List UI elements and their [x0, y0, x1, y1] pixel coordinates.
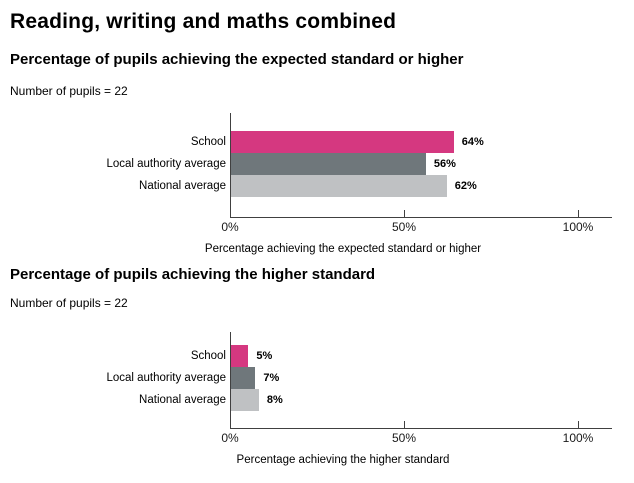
x-axis-label: Percentage achieving the higher standard	[236, 454, 450, 466]
axis-tick-label-0: 0%	[221, 220, 239, 234]
axis-tick-label-50: 50%	[391, 220, 417, 234]
page-title: Reading, writing and maths combined	[10, 10, 397, 33]
category-label-national-average: National average	[139, 394, 226, 406]
axis-tick-0	[230, 421, 231, 428]
axis-tick-50	[404, 421, 405, 428]
value-label-school: 5%	[256, 350, 273, 362]
x-axis-label: Percentage achieving the expected standa…	[204, 243, 482, 255]
bar-national-average	[231, 175, 447, 197]
bar-school	[231, 345, 249, 367]
bar-local-authority-average	[231, 367, 256, 389]
axis-tick-label-100: 100%	[562, 220, 594, 234]
bar-local-authority-average	[231, 153, 426, 175]
chart-title-higher-standard: Percentage of pupils achieving the highe…	[10, 266, 376, 283]
axis-tick-0	[230, 210, 231, 217]
axis-tick-50	[404, 210, 405, 217]
x-axis-line	[230, 428, 612, 429]
chart-title-expected-standard: Percentage of pupils achieving the expec…	[10, 51, 464, 68]
y-axis-line	[230, 332, 231, 428]
axis-tick-label-0: 0%	[221, 431, 239, 445]
axis-tick-100	[578, 210, 579, 217]
bar-national-average	[231, 389, 259, 411]
y-axis-line	[230, 113, 231, 217]
bar-school	[231, 131, 454, 153]
pupil-count-note-higher: Number of pupils = 22	[10, 296, 128, 310]
pupil-count-note-expected: Number of pupils = 22	[10, 84, 128, 98]
value-label-national-average: 62%	[454, 180, 477, 192]
category-label-local-authority-average: Local authority average	[106, 372, 226, 384]
category-label-school: School	[190, 136, 226, 148]
bar-chart-higher-standard: School 5% Local authority average 7% Nationa…	[0, 332, 634, 482]
category-label-local-authority-average: Local authority average	[106, 158, 226, 170]
value-label-national-average: 8%	[266, 394, 283, 406]
category-label-national-average: National average	[139, 180, 226, 192]
value-label-local-authority-average: 7%	[263, 372, 280, 384]
value-label-school: 64%	[461, 136, 484, 148]
category-label-school: School	[190, 350, 226, 362]
value-label-local-authority-average: 56%	[433, 158, 456, 170]
axis-tick-100	[578, 421, 579, 428]
axis-tick-label-100: 100%	[562, 431, 594, 445]
bar-chart-expected-standard: School 64% Local authority average 56% Natio…	[0, 113, 634, 263]
x-axis-line	[230, 217, 612, 218]
axis-tick-label-50: 50%	[391, 431, 417, 445]
